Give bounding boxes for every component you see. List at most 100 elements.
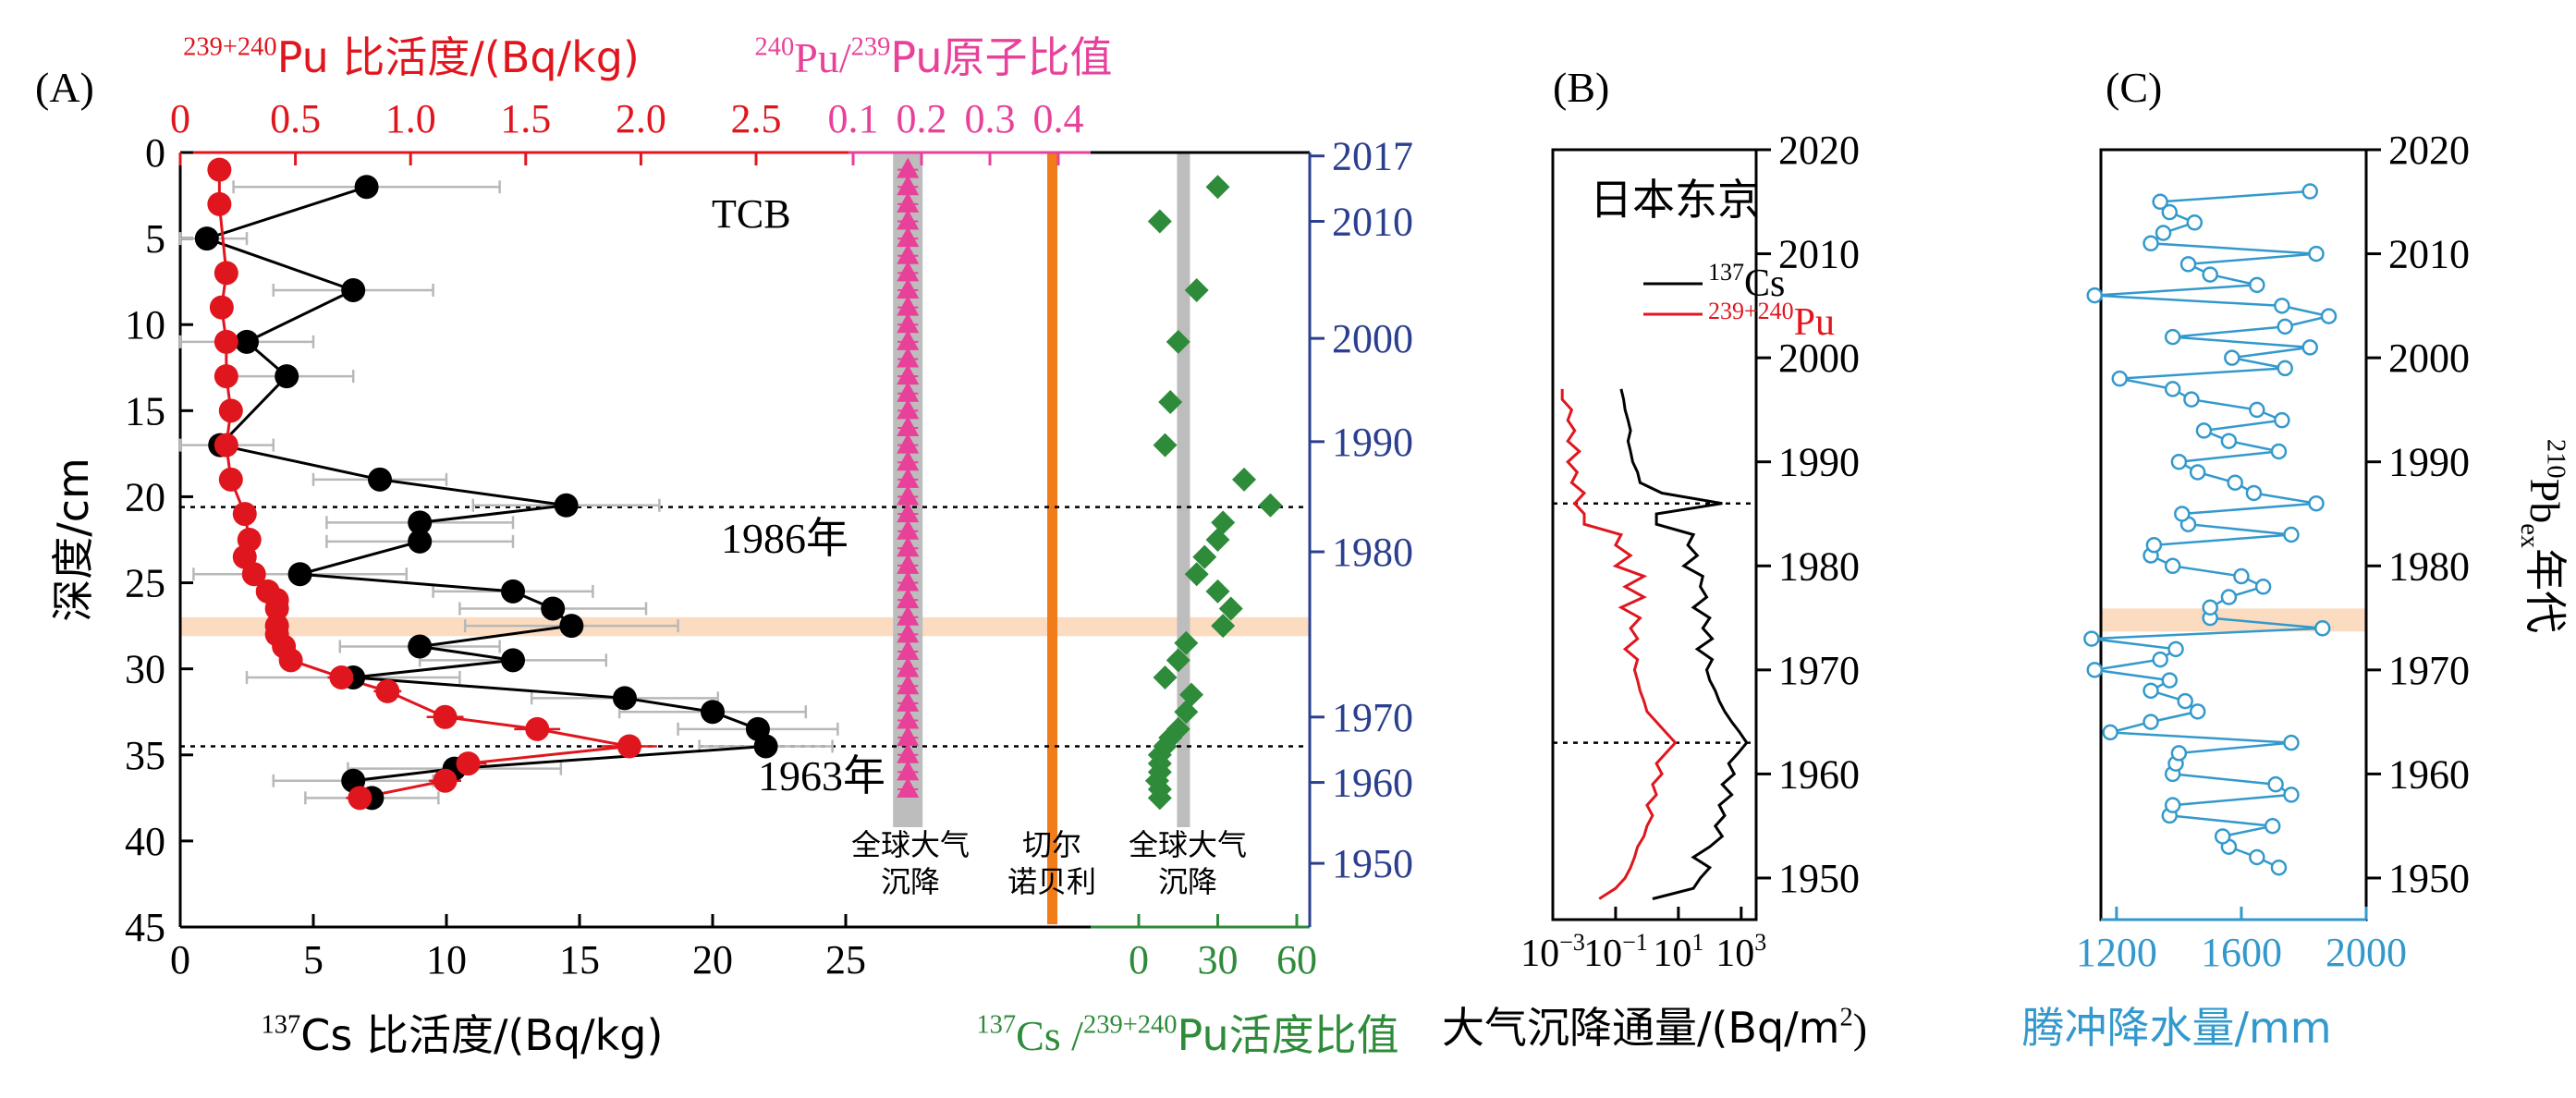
panel-c-x-tick-label-2: 2000 bbox=[2326, 930, 2407, 975]
cs-point bbox=[368, 467, 392, 492]
panel-b-year-tick-label-4: 1980 bbox=[1778, 543, 1860, 589]
cs-point bbox=[275, 364, 299, 389]
pu-point bbox=[525, 716, 550, 741]
panel-c-precip-point bbox=[2152, 193, 2168, 211]
cspu-axis-label-part-1: Cs / bbox=[1016, 1012, 1083, 1059]
panel-b-cs-line bbox=[1619, 388, 1749, 900]
panel-c-precip-point bbox=[2111, 370, 2129, 387]
cs-point bbox=[408, 634, 433, 659]
depth-tick-label-6: 30 bbox=[125, 647, 165, 692]
cs-tick-label-0: 0 bbox=[170, 937, 190, 982]
ratio-point bbox=[897, 640, 920, 661]
ratio-point bbox=[897, 690, 920, 712]
panel-b-x-tick-label-0-part-0: 10 bbox=[1520, 933, 1559, 975]
panel-c-precip-point bbox=[2164, 381, 2181, 397]
cs-point bbox=[408, 529, 433, 554]
year-tick-label-4: 1980 bbox=[1332, 530, 1413, 575]
year-tick-label-1: 2010 bbox=[1332, 199, 1413, 244]
panel-c-precip-point bbox=[2183, 391, 2200, 408]
panel-c-precip-point bbox=[2164, 557, 2181, 575]
cspu-point bbox=[1232, 467, 1256, 492]
panel-c-precip-point bbox=[2249, 401, 2265, 419]
ratio-point bbox=[897, 191, 920, 213]
panel-c-precip-point bbox=[2143, 235, 2159, 252]
panel-c-precip-point bbox=[2152, 651, 2168, 668]
panel-b-year-tick-label-6: 1960 bbox=[1778, 751, 1860, 797]
panel-c-precip-point bbox=[2301, 183, 2318, 200]
cs-point bbox=[701, 700, 725, 725]
cspu-point bbox=[1174, 630, 1199, 655]
panel-c-precip-point bbox=[2189, 464, 2206, 481]
ratio-axis-label-part-1: Pu/ bbox=[794, 34, 851, 81]
ratio-point bbox=[897, 175, 920, 196]
cs-point bbox=[287, 562, 312, 587]
cspu-point bbox=[1205, 579, 1230, 604]
pu-tick-label-3: 1.5 bbox=[500, 96, 551, 141]
panel-label-b: (B) bbox=[1553, 64, 1609, 111]
panel-c-precip-point bbox=[2249, 276, 2265, 294]
cs-point bbox=[354, 175, 379, 200]
pu-point bbox=[433, 768, 458, 793]
panel-c-precip-point bbox=[2224, 349, 2240, 366]
ratio-point bbox=[897, 467, 920, 488]
ratio-point bbox=[897, 588, 920, 609]
panel-c-precip-point bbox=[2270, 859, 2288, 876]
panel-c-precip-point bbox=[2174, 506, 2191, 522]
pu-point bbox=[207, 157, 232, 182]
pu-point bbox=[278, 648, 303, 673]
ratio-point bbox=[897, 243, 920, 264]
cspu-point bbox=[1211, 614, 1236, 639]
ratio-axis-label: 240Pu/239Pu原子比值 bbox=[755, 32, 1113, 82]
panel-c-precip-point bbox=[2267, 775, 2284, 793]
panel-c-precip-point bbox=[2143, 682, 2159, 700]
panel-c-precip-point bbox=[2254, 579, 2272, 595]
panel-c-precip-point bbox=[2161, 203, 2179, 221]
cspu-point bbox=[1205, 528, 1230, 552]
legend-pu-label: 239+240Pu bbox=[1708, 298, 1835, 344]
cspu-tick-label-0: 0 bbox=[1129, 937, 1149, 982]
panel-c-year-tick-label-3: 1990 bbox=[2388, 440, 2470, 485]
panel-b-year-tick-label-3: 1990 bbox=[1778, 440, 1860, 485]
panel-c-precip-point bbox=[2220, 589, 2238, 605]
ratio-point bbox=[897, 604, 920, 626]
cs-axis-label-part-1: Cs 比活度/(Bq/kg) bbox=[300, 1010, 663, 1060]
panel-c-x-tick-label-1: 1600 bbox=[2201, 930, 2282, 975]
ratio-point bbox=[897, 760, 920, 781]
cspu-axis-label: 137Cs /239+240Pu活度比值 bbox=[976, 1010, 1398, 1060]
panel-c-precip-point bbox=[2283, 526, 2300, 543]
panel-c-precip-point bbox=[2220, 433, 2238, 449]
pu-point bbox=[214, 364, 238, 389]
cspu-point bbox=[1192, 544, 1217, 569]
pu-point bbox=[264, 596, 289, 621]
panel-c-precip-point bbox=[2277, 318, 2293, 336]
ratio-point bbox=[897, 398, 920, 420]
pu-tick-label-5: 2.5 bbox=[731, 96, 782, 141]
ratio-axis-label-part-0: 240 bbox=[755, 33, 795, 62]
pu-point bbox=[218, 398, 243, 423]
pu-point bbox=[375, 678, 400, 703]
panel-c-precip-point bbox=[2249, 848, 2265, 866]
band-label-chernobyl-l1: 切尔 bbox=[1022, 827, 1081, 862]
year-tick-label-6: 1960 bbox=[1332, 761, 1413, 806]
depth-tick-label-8: 40 bbox=[125, 819, 165, 864]
legend-cs-label: 137Cs bbox=[1708, 259, 1785, 305]
marker-label-1986: 1986年 bbox=[721, 515, 848, 562]
ratio-point bbox=[897, 484, 920, 506]
panel-c-precip-point bbox=[2145, 537, 2163, 554]
panel-c-x-label: 腾冲降水量/mm bbox=[2021, 1003, 2331, 1053]
pu-point bbox=[329, 665, 354, 689]
ratio-axis-label-part-2: 239 bbox=[851, 33, 891, 62]
year-tick-label-5: 1970 bbox=[1332, 695, 1413, 740]
panel-c-precip-point bbox=[2202, 599, 2218, 616]
legend-cs-label-part-0: 137 bbox=[1708, 259, 1744, 286]
panel-c-precip-point bbox=[2189, 703, 2206, 720]
site-label: TCB bbox=[712, 191, 791, 237]
year-tick-label-3: 1990 bbox=[1332, 420, 1413, 465]
panel-c-year-tick-label-5: 1970 bbox=[2388, 648, 2470, 693]
panel-c-year-tick-label-1: 2010 bbox=[2388, 232, 2470, 277]
cspu-tick-label-1: 30 bbox=[1198, 937, 1239, 982]
ratio-axis-label-part-3: Pu原子比值 bbox=[890, 32, 1112, 82]
depth-tick-label-7: 35 bbox=[125, 733, 165, 778]
legend-cs-label-part-1: Cs bbox=[1744, 262, 1785, 305]
